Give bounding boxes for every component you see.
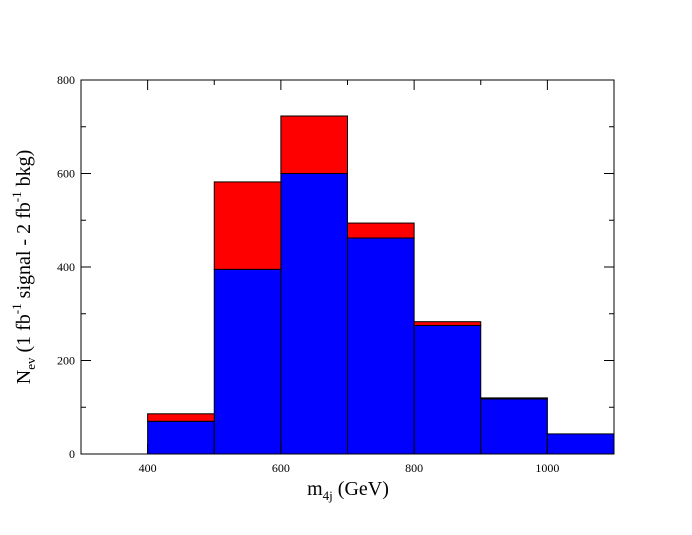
x-tick-label: 800: [405, 461, 423, 475]
x-axis-label: m4j (GeV): [307, 478, 389, 503]
x-tick-label: 1000: [535, 461, 559, 475]
bar-series1-bin0: [147, 413, 215, 422]
bar-series0-bin5: [480, 398, 548, 455]
x-tick-label: 600: [272, 461, 290, 475]
bar-series1-bin1: [213, 181, 282, 270]
bars-layer: [147, 115, 615, 455]
y-tick-label: 400: [57, 260, 75, 274]
bar-series0-bin6: [546, 433, 615, 455]
y-tick-label: 600: [57, 167, 75, 181]
bar-series1-bin3: [347, 222, 415, 239]
y-tick-label: 200: [57, 354, 75, 368]
x-tick-label: 400: [139, 461, 157, 475]
y-axis-label: Nev (1 fb-1 signal - 2 fb-1 bkg): [9, 150, 38, 385]
bar-series0-bin3: [347, 237, 415, 455]
bar-series1-bin2: [280, 115, 348, 174]
y-tick-label: 0: [69, 447, 75, 461]
ticks-layer: 400 600 800 1000 0 200 400 600 800: [57, 73, 614, 475]
bar-series0-bin0: [147, 420, 215, 455]
bar-series1-bin4: [413, 321, 482, 326]
bar-series0-bin2: [280, 173, 348, 455]
bar-series1-bin5: [480, 397, 548, 400]
y-tick-label: 800: [57, 73, 75, 87]
bar-series0-bin4: [413, 324, 482, 455]
bar-series0-bin1: [213, 268, 282, 455]
